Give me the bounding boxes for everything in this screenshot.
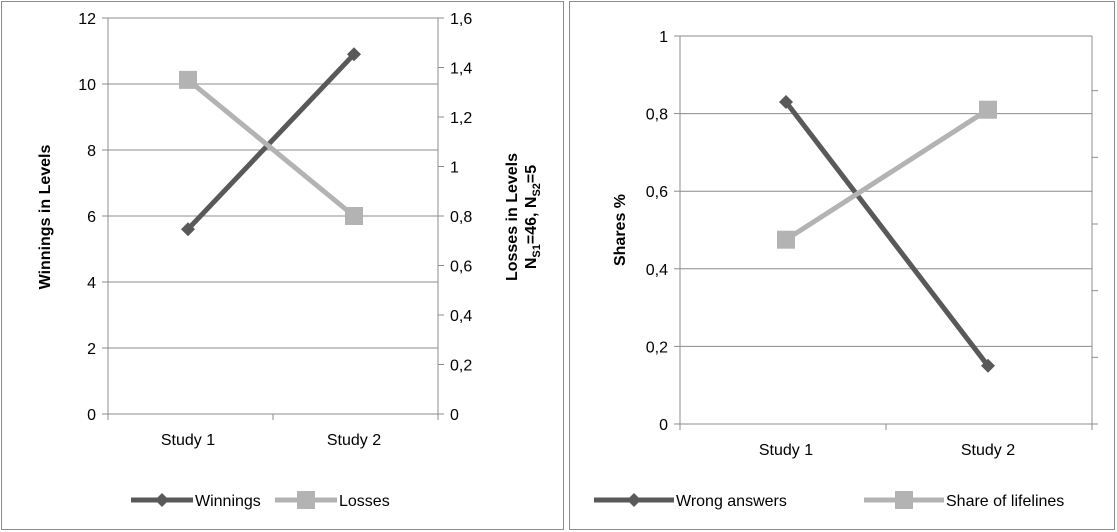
legend-label: Share of lifelines [946,493,1064,510]
y-tick-label: 10 [78,77,96,94]
legend-label: Wrong answers [676,493,787,510]
chart-2: 0 0,2 0,4 0,6 0,8 1 Study 1 Study 2 Shares % W… [570,2,1115,530]
legend-label: Losses [339,493,390,510]
chart-1-y2-axis-title-line1: Losses in Levels [504,153,521,281]
x-category-label: Study 2 [961,442,1015,459]
y-tick-label: 0 [659,417,668,434]
y2-tick-label: 0,2 [450,358,472,375]
y-tick-label: 2 [87,341,96,358]
y-tick-label: 0,6 [646,184,668,201]
y2-title-mid: =46, N [523,197,540,245]
y-tick-label: 0,8 [646,107,668,124]
y2-tick-label: 0,6 [450,259,472,276]
data-point [345,207,363,225]
y2-tick-label: 0,8 [450,209,472,226]
y2-title-sub1: S1 [531,244,543,257]
chart-1-y-axis-title: Winnings in Levels [37,145,54,290]
data-point [179,71,197,89]
legend-swatch-marker [895,491,913,509]
chart-1-right-tick-labels: 0 0,2 0,4 0,6 0,8 1 1,2 1,4 1,6 [450,11,472,424]
y-tick-label: 8 [87,143,96,160]
legend-label: Winnings [195,493,261,510]
data-point [979,101,997,119]
chart-2-y-axis-title: Shares % [612,194,629,266]
y2-tick-label: 1,2 [450,110,472,127]
y2-tick-label: 1,4 [450,61,472,78]
y-tick-label: 4 [87,275,96,292]
x-category-label: Study 2 [327,432,381,449]
y2-title-sub2: S2 [531,183,543,196]
y2-tick-label: 0 [450,407,459,424]
chart-1: 0 2 4 6 8 10 12 0 0,2 0,4 0,6 0,8 1 1,2 1,4 1,6 Study … [2,2,564,530]
x-category-label: Study 1 [161,432,215,449]
y-tick-label: 12 [78,11,96,28]
data-point [777,231,795,249]
y-tick-label: 0 [87,407,96,424]
y2-tick-label: 0,4 [450,308,472,325]
y-tick-label: 1 [659,29,668,46]
x-category-label: Study 1 [759,442,813,459]
y2-tick-label: 1,6 [450,11,472,28]
y-tick-label: 6 [87,209,96,226]
legend-swatch-marker [297,491,315,509]
y-tick-label: 0,2 [646,339,668,356]
y2-title-n1: N [523,258,540,270]
y2-title-end: =5 [523,165,540,183]
y-tick-label: 0,4 [646,262,668,279]
y2-tick-label: 1 [450,160,459,177]
